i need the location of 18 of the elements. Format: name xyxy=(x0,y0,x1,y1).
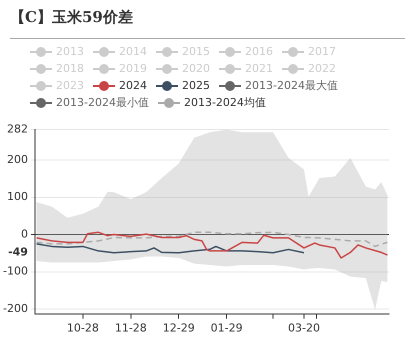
legend-label: 2024 xyxy=(119,78,147,94)
y-tick-label: 200 xyxy=(6,152,28,166)
x-tick-label: 12-29 xyxy=(162,321,195,334)
y-tick-label: 282 xyxy=(6,122,28,136)
x-tick-label: 11-28 xyxy=(114,321,147,334)
legend-label: 2013-2024均值 xyxy=(184,95,266,111)
y-tick-label: -200 xyxy=(2,302,28,315)
legend-label: 2013-2024最小值 xyxy=(56,95,149,111)
legend-label: 2025 xyxy=(182,78,210,94)
legend-label: 2013-2024最大值 xyxy=(245,78,338,94)
x-tick-label: 01-29 xyxy=(210,321,243,334)
x-tick-label: 03-20 xyxy=(288,321,320,334)
y-tick-label: -49 xyxy=(8,246,28,259)
y-tick-label: 100 xyxy=(6,190,28,204)
y-tick-label: -100 xyxy=(2,264,28,278)
chart-title: 【C】玉米59价差 xyxy=(10,8,133,27)
x-tick-label: 10-28 xyxy=(66,321,99,334)
y-tick-label: 0 xyxy=(20,227,28,240)
